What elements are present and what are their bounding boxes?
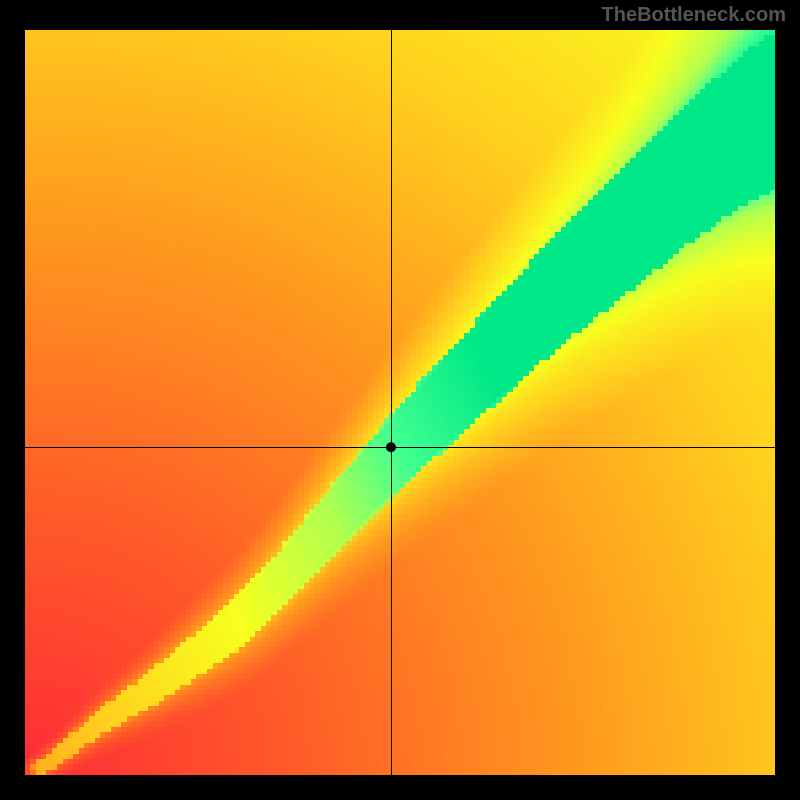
plot-area: [25, 30, 775, 775]
watermark-text: TheBottleneck.com: [602, 4, 786, 27]
chart-container: TheBottleneck.com: [0, 0, 800, 800]
heatmap-canvas: [25, 30, 775, 775]
